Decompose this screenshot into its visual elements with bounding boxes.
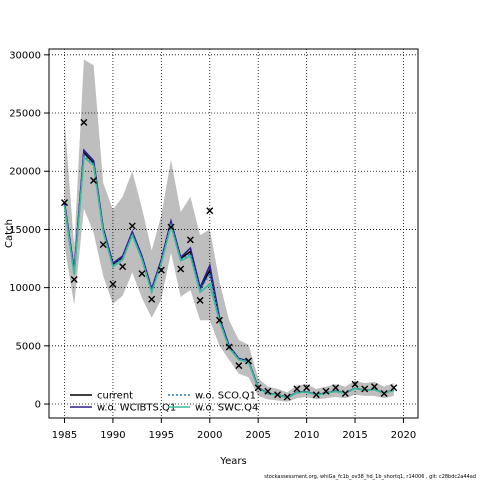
observed-point [341, 390, 349, 398]
footer-text: stockassessment.org, whiGa_fc1b_ov38_hd_… [264, 474, 476, 480]
observed-point [322, 387, 330, 395]
x-axis-title: Years [219, 456, 246, 467]
observed-point [80, 118, 88, 126]
x-tick-label: 1985 [52, 430, 77, 441]
x-axis: 1985 1990 1995 2000 2005 2010 2015 2020 [52, 418, 416, 441]
observed-point [254, 384, 262, 392]
observed-point [370, 383, 378, 391]
x-tick-label: 1990 [100, 430, 125, 441]
x-tick-label: 1995 [149, 430, 174, 441]
observed-point [283, 393, 291, 401]
y-axis: 0 5000 10000 15000 20000 25000 30000 [9, 50, 49, 411]
confidence-band [64, 59, 394, 402]
observed-point [128, 222, 136, 230]
observed-point [157, 266, 165, 274]
x-tick-label: 2010 [294, 430, 319, 441]
x-tick-label: 2000 [197, 430, 222, 441]
observed-point [235, 362, 243, 370]
observed-point [148, 295, 156, 303]
observed-point [245, 357, 253, 365]
observed-point [99, 241, 107, 249]
observed-point [332, 384, 340, 392]
observed-point [351, 380, 359, 388]
observed-point [138, 270, 146, 278]
observed-point [215, 316, 223, 324]
observed-point [196, 296, 204, 304]
legend-label-2: w.o. SCO.Q1 [195, 391, 256, 402]
observed-point [90, 177, 98, 185]
series-line-3 [63, 155, 395, 399]
y-tick-label: 10000 [9, 283, 41, 294]
observed-point [274, 391, 282, 399]
y-tick-label: 20000 [9, 167, 41, 178]
x-tick-label: 2005 [245, 430, 270, 441]
observed-point [303, 384, 311, 392]
observed-point [312, 391, 320, 399]
observed-point [264, 387, 272, 395]
observed-point [167, 223, 175, 231]
x-tick-label: 2020 [391, 430, 416, 441]
observed-point [186, 236, 194, 244]
y-axis-title: Catch [4, 219, 15, 248]
y-tick-label: 0 [35, 400, 41, 411]
observed-point [61, 199, 68, 207]
confidence-band-layer [64, 59, 394, 402]
legend-label-0: current [97, 391, 133, 402]
observed-point [109, 280, 117, 288]
y-tick-label: 25000 [9, 109, 41, 120]
y-tick-label: 5000 [16, 341, 41, 352]
observed-point [390, 384, 398, 392]
observed-points-layer [61, 118, 398, 401]
legend-label-1: w.o. WCIBTS.Q1 [97, 403, 176, 414]
observed-point [206, 207, 214, 215]
observed-point [361, 385, 369, 393]
plot-frame [48, 48, 419, 419]
y-tick-label: 15000 [9, 225, 41, 236]
observed-point [70, 275, 78, 283]
x-tick-label: 2015 [342, 430, 367, 441]
y-tick-label: 30000 [9, 50, 41, 61]
legend-label-3: w.o. SWC.Q4 [195, 403, 258, 414]
observed-point [293, 385, 301, 393]
observed-point [177, 265, 185, 273]
observed-point [380, 390, 388, 398]
observed-point [119, 263, 127, 271]
observed-point [225, 343, 233, 351]
